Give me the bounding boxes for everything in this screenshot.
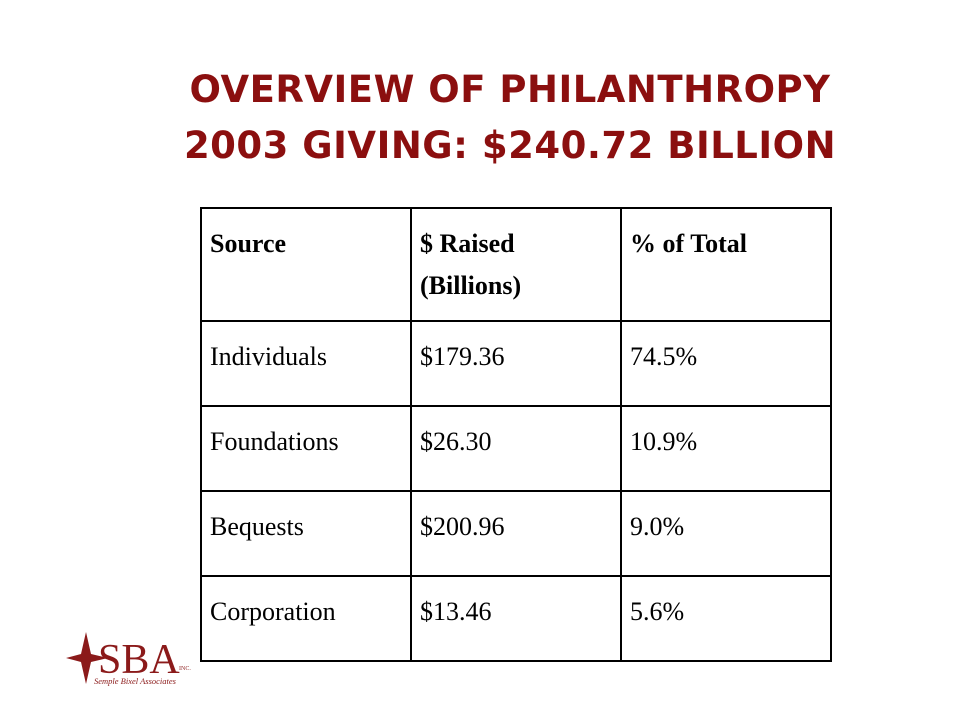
header-row: Source $ Raised (Billions) % of Total xyxy=(200,207,832,322)
header-text: Source xyxy=(210,229,287,258)
table-cell: 9.0% xyxy=(620,490,832,577)
logo-star xyxy=(66,632,108,684)
table-cell: $26.30 xyxy=(410,405,622,492)
logo-suffix: INC. xyxy=(179,666,191,672)
logo: SBA INC. Semple Bixel Associates xyxy=(66,632,191,686)
logo-name: Semple Bixel Associates xyxy=(94,676,177,686)
table-cell: $200.96 xyxy=(410,490,622,577)
header-text: (Billions) xyxy=(420,270,522,300)
title-line: OVERVIEW OF PHILANTHROPY xyxy=(189,68,831,111)
header-cell: $ Raised (Billions) xyxy=(410,207,622,322)
table-cell: Corporation xyxy=(200,575,412,662)
table-cell: 74.5% xyxy=(620,320,832,407)
table-cell: 10.9% xyxy=(620,405,832,492)
table-row: Individuals $179.36 74.5% xyxy=(200,320,832,407)
title-line: 2003 GIVING: $240.72 BILLION xyxy=(183,124,837,167)
header-cell: Source xyxy=(200,207,412,322)
header-text: % of Total xyxy=(630,229,748,258)
logo-mark: SBA xyxy=(98,637,180,683)
table-row: Bequests $200.96 9.0% xyxy=(200,490,832,577)
table-row: Corporation $13.46 5.6% xyxy=(200,575,832,662)
table-cell: 5.6% xyxy=(620,575,832,662)
data-table: Source $ Raised (Billions) % of Total Indivi… xyxy=(200,207,832,662)
header-text: $ Raised xyxy=(420,229,515,258)
table-cell: Individuals xyxy=(200,320,412,407)
table-cell: $13.46 xyxy=(410,575,622,662)
table-cell: $179.36 xyxy=(410,320,622,407)
table-cell: Foundations xyxy=(200,405,412,492)
table-cell: Bequests xyxy=(200,490,412,577)
table-row: Foundations $26.30 10.9% xyxy=(200,405,832,492)
header-cell: % of Total xyxy=(620,207,832,322)
